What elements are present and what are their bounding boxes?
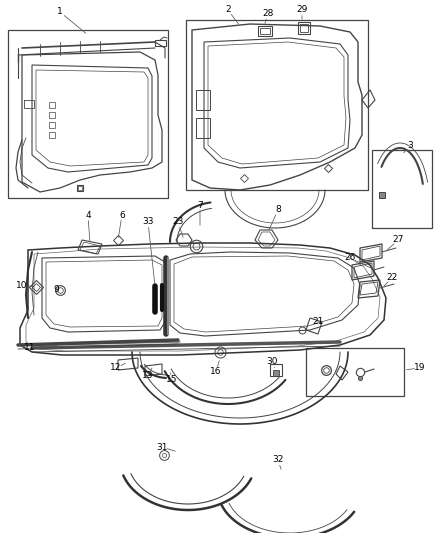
Text: 29: 29 [297, 5, 307, 14]
Text: 6: 6 [119, 211, 125, 220]
Text: 33: 33 [142, 217, 154, 227]
Bar [49, 112, 55, 118]
Text: 7: 7 [197, 200, 203, 209]
Text: 19: 19 [414, 364, 426, 373]
Bar [196, 90, 210, 110]
Text: 22: 22 [386, 273, 398, 282]
Text: 27: 27 [392, 236, 404, 245]
Bar [8, 30, 168, 198]
Text: 31: 31 [156, 442, 168, 451]
Text: 32: 32 [272, 456, 284, 464]
Text: 10: 10 [16, 280, 28, 289]
Bar [49, 122, 55, 128]
Text: 23: 23 [172, 217, 184, 227]
Text: 3: 3 [407, 141, 413, 149]
Text: 30: 30 [266, 358, 278, 367]
Text: 15: 15 [166, 376, 178, 384]
Bar [196, 118, 210, 138]
Text: 11: 11 [24, 343, 36, 352]
Bar [49, 132, 55, 138]
Text: 21: 21 [312, 318, 324, 327]
Bar [186, 20, 368, 190]
Bar [49, 102, 55, 108]
Text: 8: 8 [275, 206, 281, 214]
Text: 28: 28 [262, 10, 274, 19]
Text: 12: 12 [110, 364, 122, 373]
Text: 9: 9 [53, 286, 59, 295]
Text: 2: 2 [225, 5, 231, 14]
Bar [372, 150, 432, 228]
Text: 13: 13 [142, 370, 154, 379]
Bar [306, 348, 404, 396]
Text: 26: 26 [344, 254, 356, 262]
Text: 16: 16 [210, 367, 222, 376]
Text: 1: 1 [57, 7, 63, 17]
Text: 4: 4 [85, 211, 91, 220]
